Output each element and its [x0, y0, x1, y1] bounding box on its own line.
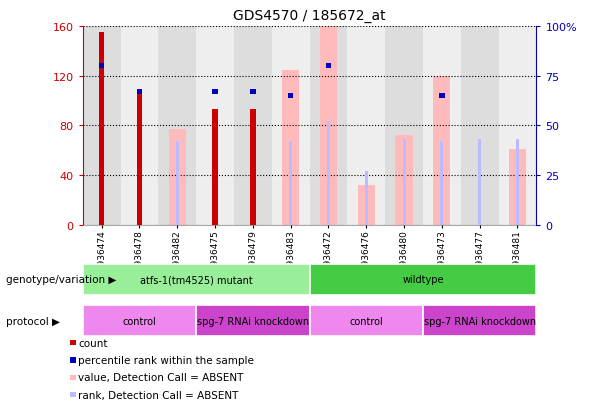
Bar	[423, 27, 461, 225]
Bar	[234, 27, 272, 225]
Bar	[516, 140, 519, 225]
Text: value, Detection Call = ABSENT: value, Detection Call = ABSENT	[78, 373, 244, 382]
Bar	[498, 27, 536, 225]
Bar	[478, 140, 481, 225]
Bar	[348, 27, 385, 225]
Bar	[326, 64, 331, 69]
Bar	[196, 27, 234, 225]
Bar	[272, 27, 310, 225]
Bar	[403, 140, 406, 225]
Bar	[99, 33, 104, 225]
Bar	[99, 64, 104, 69]
Bar	[509, 150, 526, 225]
Text: spg-7 RNAi knockdown: spg-7 RNAi knockdown	[197, 316, 309, 326]
Bar	[461, 27, 498, 225]
Bar	[121, 27, 158, 225]
Bar	[439, 94, 444, 99]
Bar	[176, 142, 179, 225]
Bar	[433, 76, 451, 225]
Bar	[365, 171, 368, 225]
Bar	[137, 95, 142, 225]
Bar	[250, 110, 256, 225]
Bar	[440, 142, 443, 225]
Text: count: count	[78, 338, 108, 348]
Bar	[158, 27, 196, 225]
Text: genotype/variation ▶: genotype/variation ▶	[6, 275, 116, 285]
Bar	[357, 185, 375, 225]
Text: protocol ▶: protocol ▶	[6, 316, 60, 326]
Title: GDS4570 / 185672_at: GDS4570 / 185672_at	[234, 9, 386, 23]
Bar	[250, 90, 256, 95]
Text: wildtype: wildtype	[402, 275, 444, 285]
Bar	[137, 90, 142, 95]
Bar	[289, 142, 292, 225]
Bar	[282, 71, 299, 225]
Bar	[327, 122, 330, 225]
Bar	[310, 27, 348, 225]
Text: rank, Detection Call = ABSENT: rank, Detection Call = ABSENT	[78, 390, 239, 400]
Bar	[83, 27, 121, 225]
Bar	[395, 136, 413, 225]
Bar	[385, 27, 423, 225]
Bar	[169, 130, 186, 225]
Text: control: control	[349, 316, 383, 326]
Text: atfs-1(tm4525) mutant: atfs-1(tm4525) mutant	[140, 275, 253, 285]
Text: percentile rank within the sample: percentile rank within the sample	[78, 355, 254, 365]
Bar	[212, 90, 218, 95]
Bar	[212, 110, 218, 225]
Bar	[320, 0, 337, 225]
Bar	[288, 94, 294, 99]
Text: spg-7 RNAi knockdown: spg-7 RNAi knockdown	[424, 316, 536, 326]
Text: control: control	[123, 316, 156, 326]
